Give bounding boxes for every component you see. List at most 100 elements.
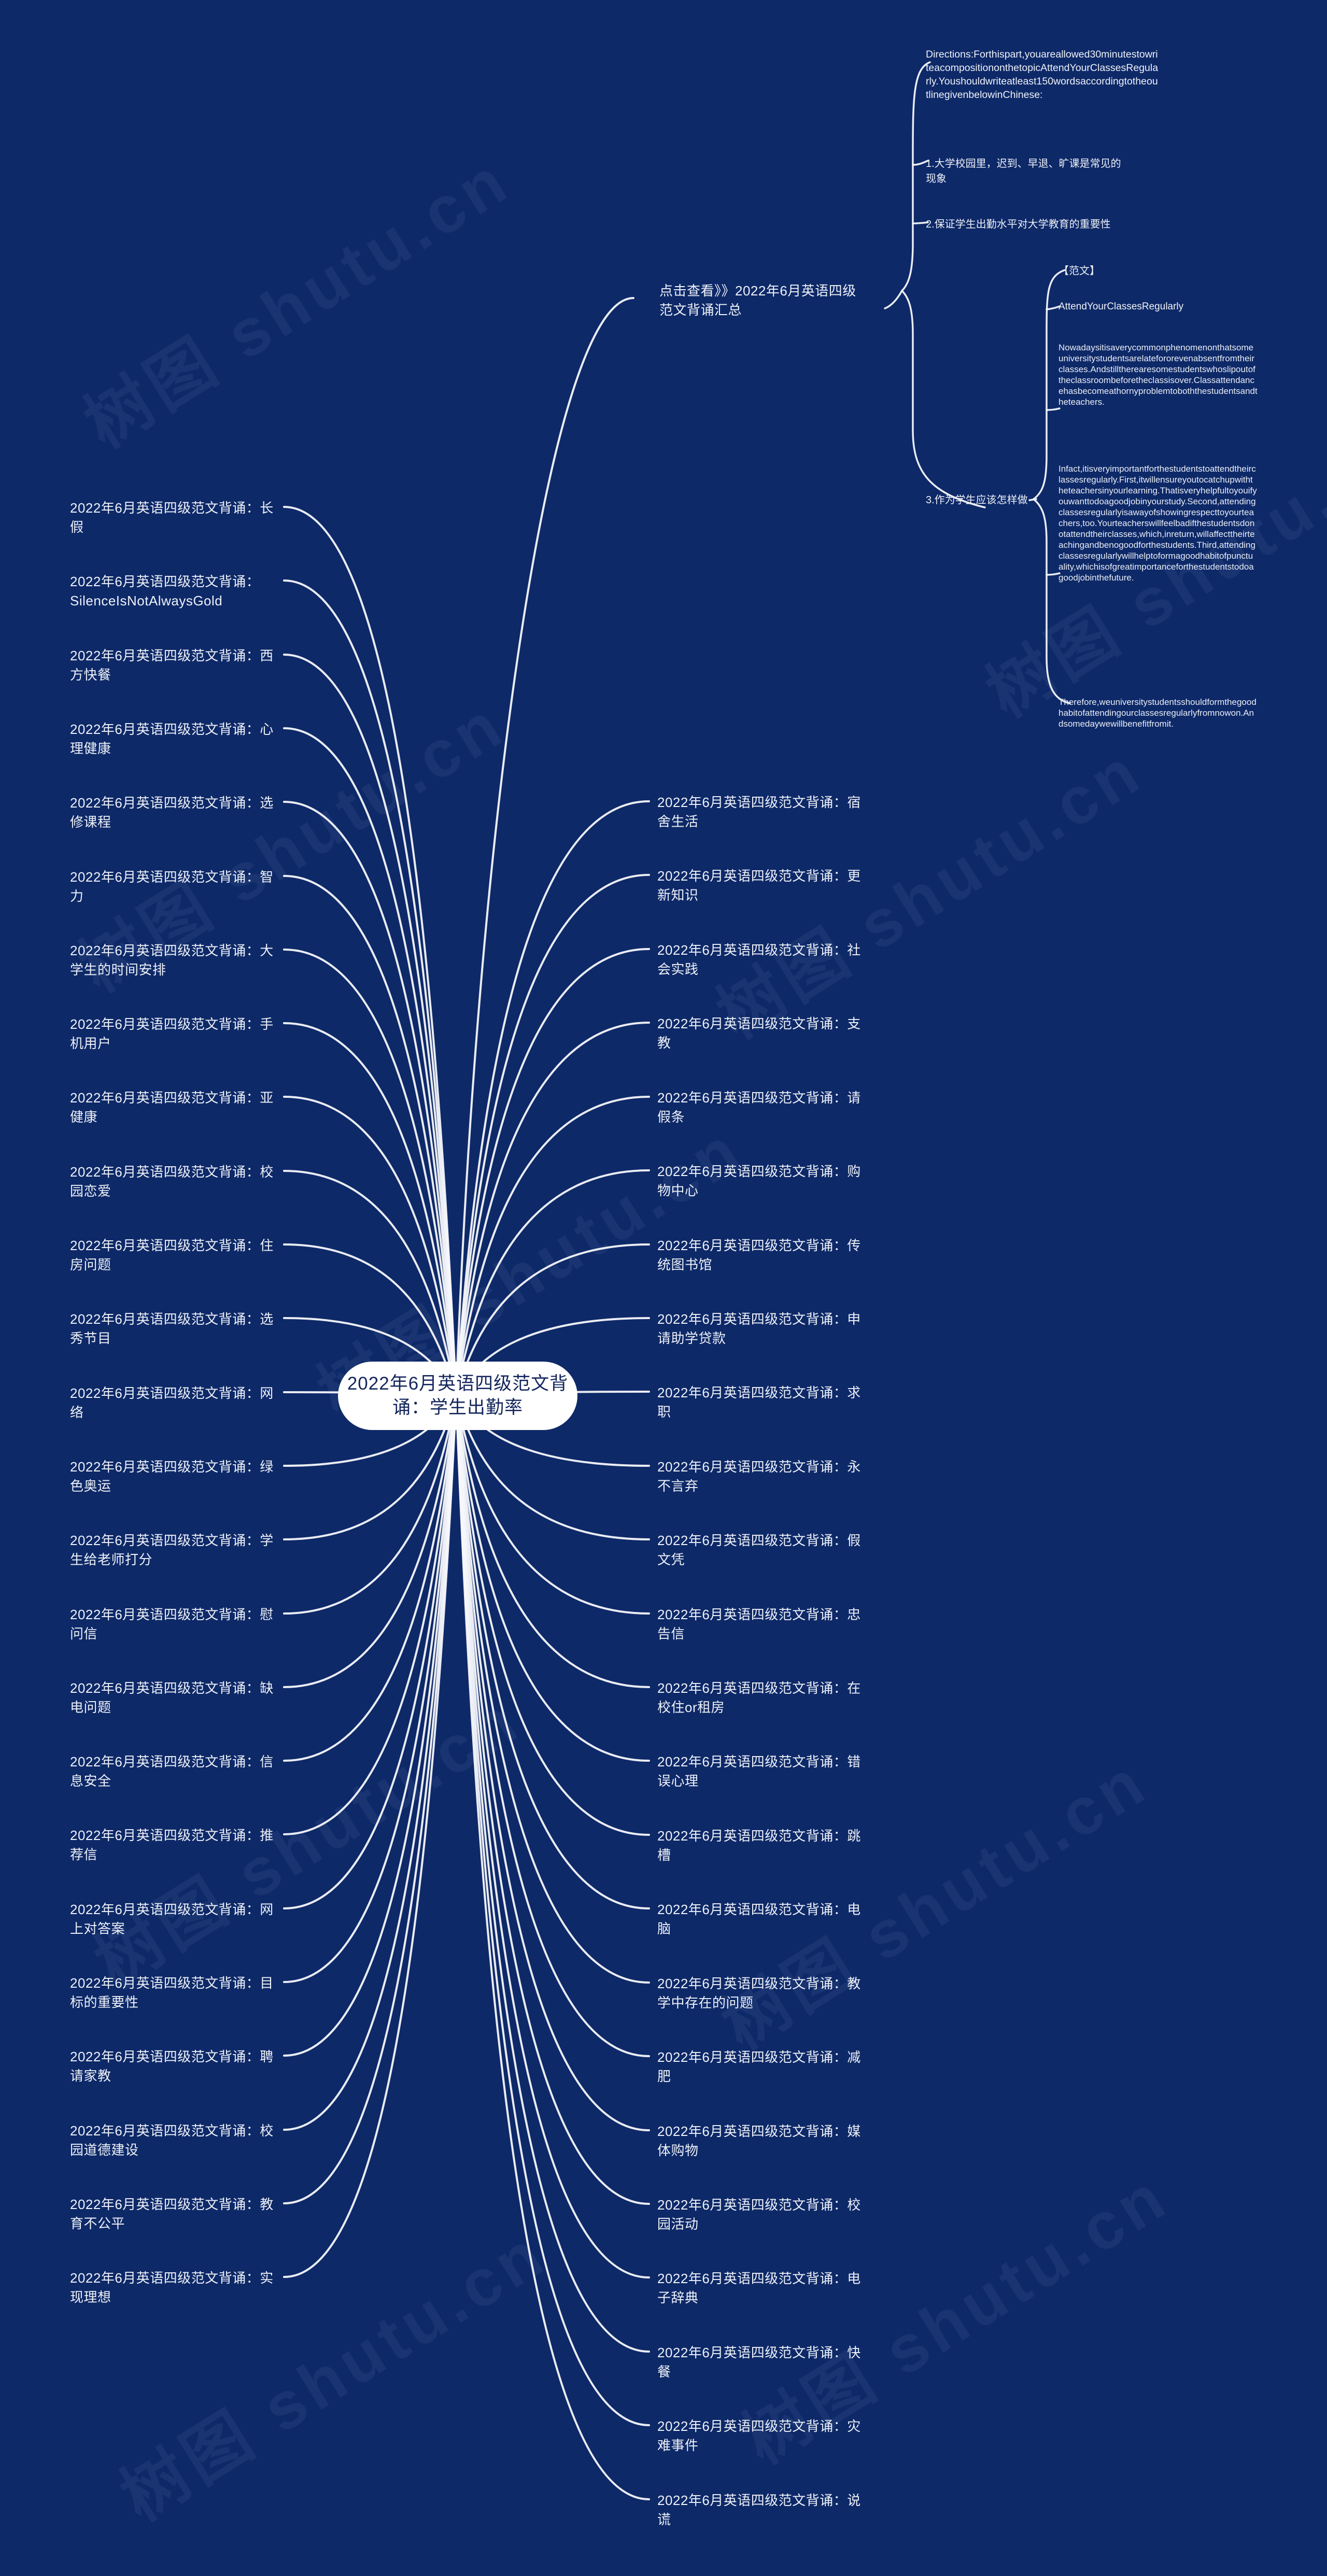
essay-title: AttendYourClassesRegularly — [1058, 301, 1184, 312]
left-topic-node[interactable]: 2022年6月英语四级范文背诵：智力 — [70, 869, 274, 904]
left-topic-node[interactable]: 2022年6月英语四级范文背诵：亚健康 — [70, 1090, 274, 1125]
connector-curve — [455, 1395, 650, 1909]
right-topic-node[interactable]: 2022年6月英语四级范文背诵：支教 — [657, 1016, 861, 1051]
right-topic-node[interactable]: 2022年6月英语四级范文背诵：跳槽 — [657, 1828, 861, 1863]
left-topic-node[interactable]: 2022年6月英语四级范文背诵：校园道德建设 — [70, 2123, 274, 2158]
connector-curve — [283, 1395, 457, 1909]
left-topic-node[interactable]: 2022年6月英语四级范文背诵：网络 — [70, 1385, 274, 1420]
right-topic-node[interactable]: 2022年6月英语四级范文背诵：社会实践 — [657, 942, 861, 977]
connector-curve — [455, 800, 650, 1397]
right-topic-node[interactable]: 2022年6月英语四级范文背诵：求职 — [657, 1385, 861, 1420]
connector-curve — [455, 297, 634, 1397]
left-topic-node[interactable]: 2022年6月英语四级范文背诵：长假 — [70, 500, 274, 535]
connector-curve — [283, 579, 457, 1397]
right-topic-node[interactable]: 2022年6月英语四级范文背诵：请假条 — [657, 1090, 861, 1125]
left-topic-node[interactable]: 2022年6月英语四级范文背诵：缺电问题 — [70, 1680, 274, 1715]
connector-curve — [455, 1395, 650, 2131]
essay-paragraph-3: Therefore,weuniversitystudentsshouldform… — [1058, 697, 1257, 729]
outline-point-3: 3.作为学生应该怎样做 — [926, 494, 1028, 506]
connector-curve — [283, 1395, 457, 2057]
connector-curve — [1046, 407, 1061, 411]
connector-curve — [901, 290, 986, 508]
connector-curve — [1046, 572, 1061, 576]
center-node-label: 2022年6月英语四级范文背诵：学生出勤率 — [347, 1374, 569, 1418]
right-topic-node[interactable]: 2022年6月英语四级范文背诵：减肥 — [657, 2049, 861, 2084]
connector-curve — [1033, 498, 1071, 704]
right-topic-node[interactable]: 2022年6月英语四级范文背诵：传统图书馆 — [657, 1238, 861, 1272]
connector-curve — [455, 1395, 650, 1836]
summary-link-node[interactable]: 点击查看》》2022年6月英语四级范文背诵汇总 — [659, 283, 856, 318]
connector-curve — [283, 949, 457, 1397]
connector-curve — [283, 1395, 457, 1983]
right-topic-node[interactable]: 2022年6月英语四级范文背诵：错误心理 — [657, 1754, 861, 1789]
connector-curve — [912, 160, 929, 166]
right-topic-node[interactable]: 2022年6月英语四级范文背诵：电脑 — [657, 1902, 861, 1936]
connector-curve — [455, 1395, 650, 1688]
left-topic-node[interactable]: 2022年6月英语四级范文背诵：推荐信 — [70, 1828, 274, 1862]
connector-curve — [455, 1022, 650, 1397]
left-topic-node[interactable]: 2022年6月英语四级范文背诵：实现理想 — [70, 2270, 274, 2305]
connector-curve — [455, 1395, 650, 1984]
essay-tag: 【范文】 — [1058, 265, 1100, 277]
right-topic-node[interactable]: 2022年6月英语四级范文背诵：灾难事件 — [657, 2418, 861, 2453]
left-topic-node[interactable]: 2022年6月英语四级范文背诵：SilenceIsNotAlwaysGold — [70, 574, 260, 608]
left-topic-node[interactable]: 2022年6月英语四级范文背诵：选修课程 — [70, 795, 274, 830]
left-topic-node[interactable]: 2022年6月英语四级范文背诵：校园恋爱 — [70, 1164, 274, 1199]
connector-curve — [455, 1395, 650, 2205]
connector-curve — [283, 1022, 457, 1397]
left-topic-node[interactable]: 2022年6月英语四级范文背诵：绿色奥运 — [70, 1459, 274, 1494]
connector-curve — [283, 1395, 457, 1688]
connector-curve — [455, 1395, 650, 2500]
connector-curve — [283, 727, 457, 1397]
right-topic-node[interactable]: 2022年6月英语四级范文背诵：说谎 — [657, 2493, 861, 2527]
left-topic-node[interactable]: 2022年6月英语四级范文背诵：西方快餐 — [70, 648, 274, 683]
right-topic-node[interactable]: 2022年6月英语四级范文背诵：校园活动 — [657, 2197, 861, 2232]
connector-curve — [912, 221, 929, 224]
left-topic-node[interactable]: 2022年6月英语四级范文背诵：教育不公平 — [70, 2197, 274, 2231]
connector-curve — [283, 1395, 457, 2204]
right-topic-node[interactable]: 2022年6月英语四级范文背诵：更新知识 — [657, 868, 861, 903]
left-topic-node[interactable]: 2022年6月英语四级范文背诵：目标的重要性 — [70, 1975, 274, 2010]
left-topic-node[interactable]: 2022年6月英语四级范文背诵：学生给老师打分 — [70, 1533, 274, 1567]
right-topic-node[interactable]: 2022年6月英语四级范文背诵：教学中存在的问题 — [657, 1976, 861, 2011]
right-topic-node[interactable]: 2022年6月英语四级范文背诵：宿舍生活 — [657, 795, 861, 829]
right-topic-node[interactable]: 2022年6月英语四级范文背诵：忠告信 — [657, 1607, 861, 1641]
left-topic-node[interactable]: 2022年6月英语四级范文背诵：心理健康 — [70, 721, 274, 756]
right-topic-node[interactable]: 2022年6月英语四级范文背诵：媒体购物 — [657, 2124, 861, 2158]
right-topic-node[interactable]: 2022年6月英语四级范文背诵：购物中心 — [657, 1164, 861, 1198]
connector-curve — [455, 1096, 650, 1397]
connector-curve — [283, 1395, 457, 1835]
left-topic-node[interactable]: 2022年6月英语四级范文背诵：大学生的时间安排 — [70, 943, 274, 978]
connector-curve — [455, 1169, 650, 1397]
connector-curve — [455, 1395, 650, 1615]
right-topic-node[interactable]: 2022年6月英语四级范文背诵：永不言弃 — [657, 1459, 861, 1494]
connector-curve — [283, 654, 457, 1397]
left-topic-node[interactable]: 2022年6月英语四级范文背诵：网上对答案 — [70, 1902, 274, 1936]
right-topic-node[interactable]: 2022年6月英语四级范文背诵：假文凭 — [657, 1533, 861, 1567]
essay-paragraph-2: Infact,itisveryimportantforthestudentsto… — [1058, 464, 1257, 583]
connector-curve — [283, 1395, 457, 1615]
outline-point-2: 2.保证学生出勤水平对大学教育的重要性 — [926, 219, 1111, 230]
left-topic-node[interactable]: 2022年6月英语四级范文背诵：慰问信 — [70, 1607, 274, 1641]
right-topic-node[interactable]: 2022年6月英语四级范文背诵：电子辞典 — [657, 2271, 861, 2305]
right-topic-node[interactable]: 2022年6月英语四级范文背诵：申请助学贷款 — [657, 1311, 861, 1346]
center-node[interactable]: 2022年6月英语四级范文背诵：学生出勤率 — [338, 1362, 577, 1430]
connector-curve — [884, 290, 903, 309]
left-topic-node[interactable]: 2022年6月英语四级范文背诵：信息安全 — [70, 1754, 274, 1789]
left-topic-node[interactable]: 2022年6月英语四级范文背诵：选秀节目 — [70, 1311, 274, 1346]
right-topic-node[interactable]: 2022年6月英语四级范文背诵：在校住or租房 — [657, 1680, 861, 1715]
connector-curve — [283, 1395, 457, 2278]
right-topic-node[interactable]: 2022年6月英语四级范文背诵：快餐 — [657, 2345, 861, 2380]
connector-curve — [901, 61, 931, 292]
left-topic-node[interactable]: 2022年6月英语四级范文背诵：聘请家教 — [70, 2049, 274, 2084]
left-topic-node[interactable]: 2022年6月英语四级范文背诵：手机用户 — [70, 1016, 274, 1051]
connector-curve — [283, 1170, 457, 1397]
connector-curve — [1046, 305, 1061, 310]
essay-paragraph-1: Nowadaysitisaverycommonphenomenonthatsom… — [1058, 343, 1258, 407]
connector-curve — [283, 1395, 457, 2131]
directions-text: Directions:Forthispart,youareallowed30mi… — [926, 49, 1159, 101]
left-topic-node[interactable]: 2022年6月英语四级范文背诵：住房问题 — [70, 1238, 274, 1272]
connector-curve — [283, 801, 457, 1397]
connector-curve — [283, 1096, 457, 1397]
